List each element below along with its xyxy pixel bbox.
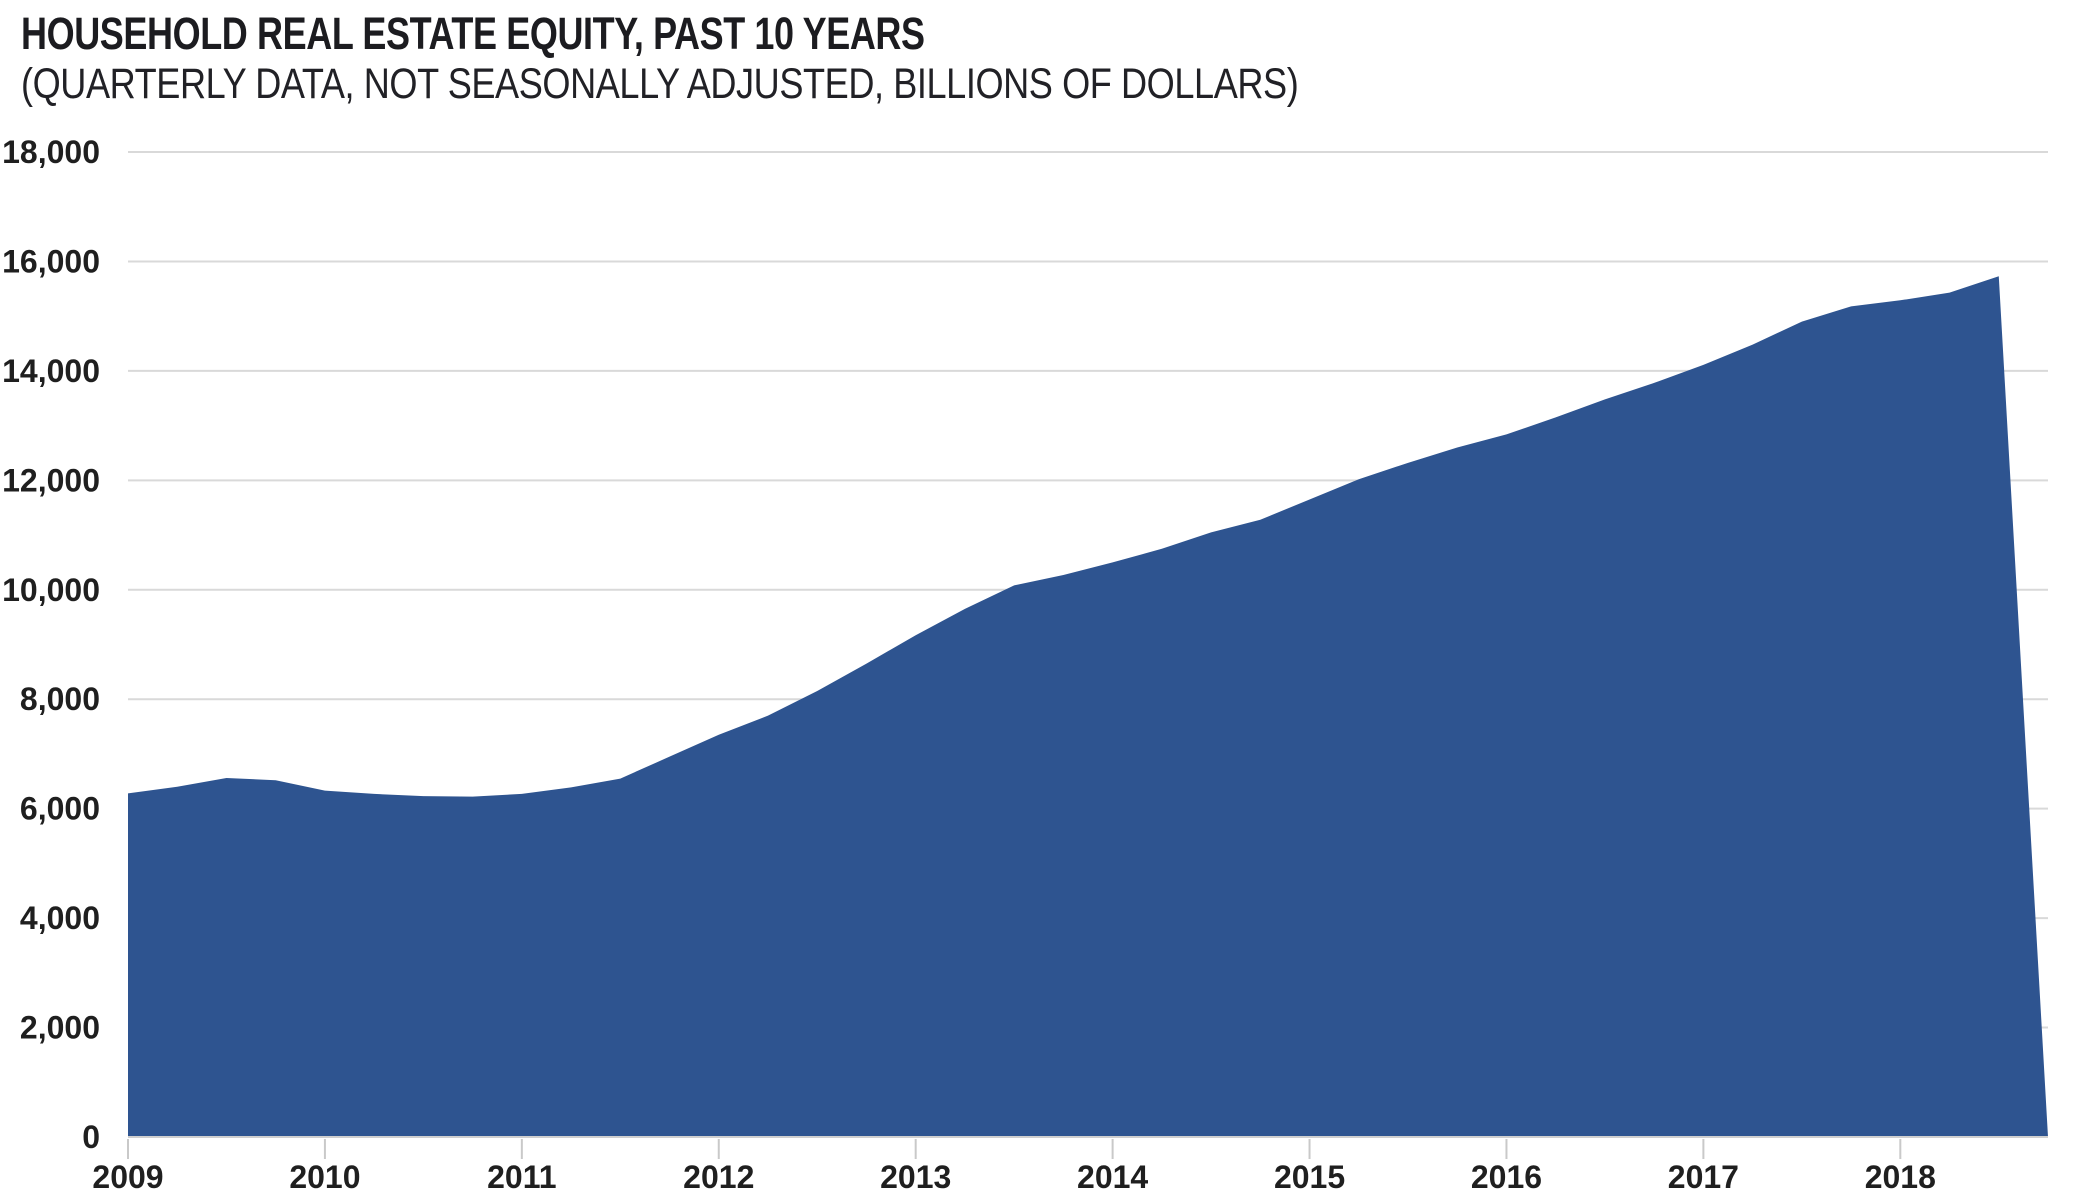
x-axis-label: 2018 bbox=[1865, 1159, 1936, 1195]
y-axis-label: 8,000 bbox=[20, 681, 100, 717]
x-axis-label: 2017 bbox=[1668, 1159, 1739, 1195]
y-axis-label: 18,000 bbox=[2, 134, 100, 170]
y-axis-label: 12,000 bbox=[2, 462, 100, 498]
y-axis-label: 14,000 bbox=[2, 353, 100, 389]
x-axis-label: 2010 bbox=[289, 1159, 360, 1195]
equity-area bbox=[128, 276, 2048, 1137]
x-axis-label: 2014 bbox=[1077, 1159, 1148, 1195]
y-axis-label: 0 bbox=[82, 1119, 100, 1155]
y-axis-label: 4,000 bbox=[20, 900, 100, 936]
x-axis-label: 2015 bbox=[1274, 1159, 1345, 1195]
y-axis-label: 2,000 bbox=[20, 1010, 100, 1046]
x-axis-label: 2011 bbox=[487, 1159, 556, 1195]
x-axis-label: 2009 bbox=[92, 1159, 163, 1195]
x-axis-label: 2013 bbox=[880, 1159, 951, 1195]
x-axis-label: 2012 bbox=[683, 1159, 754, 1195]
y-axis-label: 6,000 bbox=[20, 791, 100, 827]
y-axis-label: 10,000 bbox=[2, 572, 100, 608]
x-axis-label: 2016 bbox=[1471, 1159, 1542, 1195]
chart-subtitle: (QUARTERLY DATA, NOT SEASONALLY ADJUSTED… bbox=[21, 60, 1299, 108]
y-axis-label: 16,000 bbox=[2, 243, 100, 279]
chart-title: HOUSEHOLD REAL ESTATE EQUITY, PAST 10 YE… bbox=[21, 8, 925, 59]
